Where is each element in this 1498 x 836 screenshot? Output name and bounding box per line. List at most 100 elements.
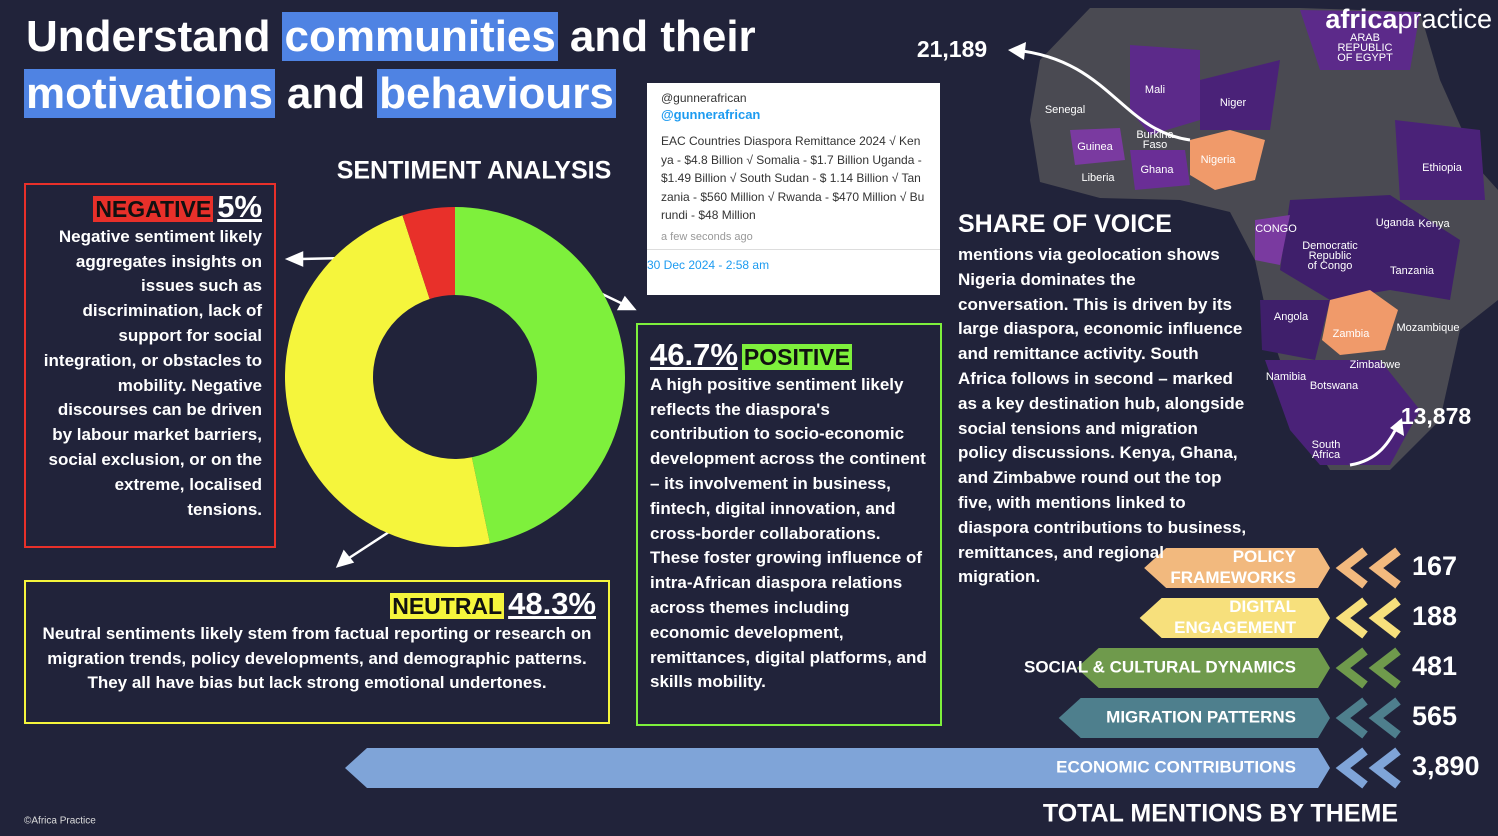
country-label: Nigeria bbox=[1201, 154, 1237, 166]
pointer bbox=[345, 528, 393, 562]
country-label: REPUBLIC bbox=[1337, 42, 1392, 54]
theme-name: MIGRATION PATTERNS bbox=[1106, 707, 1296, 726]
tweet-link[interactable]: @gunnerafrican bbox=[661, 107, 761, 122]
arrow-head bbox=[335, 549, 355, 568]
brand-part: practice bbox=[1397, 4, 1492, 34]
region bbox=[1130, 45, 1200, 135]
region bbox=[1190, 130, 1265, 190]
tweet-handle: @gunnerafrican bbox=[661, 91, 747, 105]
theme-value: 481 bbox=[1412, 651, 1457, 681]
region bbox=[1260, 300, 1330, 360]
chevron bbox=[1368, 547, 1401, 589]
theme-name: SOCIAL & CULTURAL DYNAMICS bbox=[1024, 657, 1296, 676]
title-part: and bbox=[286, 69, 366, 118]
sentiment-text: Neutral sentiments likely stem from fact… bbox=[42, 623, 592, 693]
region bbox=[1280, 195, 1460, 300]
region bbox=[1322, 290, 1398, 355]
section-title: SENTIMENT ANALYSIS bbox=[337, 157, 612, 185]
section-title: TOTAL MENTIONS BY THEME bbox=[1043, 800, 1398, 828]
arrow-head bbox=[1008, 42, 1026, 60]
country-label: Democratic bbox=[1302, 240, 1358, 252]
sentiment-value: 48.3% bbox=[508, 586, 596, 621]
negative-box: NEGATIVE 5% Negative sentiment likely agg… bbox=[24, 183, 276, 548]
chevron bbox=[1335, 747, 1368, 789]
title-part: motivations bbox=[24, 69, 275, 118]
sentiment-text: Negative sentiment likely aggregates ins… bbox=[43, 226, 262, 519]
country-label: Ethiopia bbox=[1422, 162, 1463, 174]
country-label: ARAB bbox=[1350, 32, 1380, 44]
country-label: Kenya bbox=[1418, 218, 1450, 230]
theme-bar bbox=[1076, 648, 1330, 688]
positive-box: 46.7% POSITIVE A high positive sentiment … bbox=[636, 323, 942, 726]
country-label: Botswana bbox=[1310, 380, 1359, 392]
title-part: Understand bbox=[26, 12, 271, 61]
sentiment-value: 5% bbox=[217, 189, 262, 224]
donut-segment bbox=[402, 207, 455, 300]
chevron bbox=[1368, 697, 1401, 739]
region bbox=[1130, 150, 1190, 190]
share-text: mentions via geolocation shows Nigeria d… bbox=[958, 245, 1247, 587]
country-label: Senegal bbox=[1045, 104, 1085, 116]
region bbox=[1395, 120, 1485, 200]
country-label: CONGO bbox=[1255, 223, 1297, 235]
region bbox=[1200, 60, 1280, 130]
country-label: Burkina bbox=[1136, 129, 1174, 141]
country-label: Angola bbox=[1274, 311, 1309, 323]
arrow-head bbox=[1390, 418, 1404, 436]
tweet-date[interactable]: 30 Dec 2024 - 2:58 am bbox=[647, 248, 940, 280]
arrow-head bbox=[616, 295, 637, 311]
callout-value: 21,189 bbox=[917, 36, 987, 62]
country-label: Niger bbox=[1220, 97, 1247, 109]
title-part: communities bbox=[282, 12, 558, 61]
map bbox=[1008, 8, 1498, 470]
chevron bbox=[1368, 647, 1401, 689]
region bbox=[1070, 128, 1125, 165]
donut-segment bbox=[284, 215, 490, 548]
sentiment-name: NEUTRAL bbox=[390, 593, 505, 619]
title: Understand communities and their motivation… bbox=[24, 8, 768, 122]
callout-arrow bbox=[1014, 48, 1191, 142]
theme-name: FRAMEWORKS bbox=[1170, 568, 1296, 587]
theme-bar bbox=[345, 748, 1330, 788]
brand-part: africa bbox=[1325, 4, 1398, 34]
chevron bbox=[1368, 747, 1401, 789]
sentiment-name: NEGATIVE bbox=[93, 196, 214, 222]
theme-bar bbox=[1058, 698, 1330, 738]
tweet-card: @gunnerafrican @gunnerafrican EAC Countr… bbox=[647, 83, 940, 295]
country-label: Guinea bbox=[1077, 141, 1113, 153]
country-label: Zimbabwe bbox=[1350, 359, 1401, 371]
country-label: Tanzania bbox=[1390, 265, 1435, 277]
country-label: Republic bbox=[1309, 250, 1352, 262]
theme-value: 3,890 bbox=[1412, 751, 1480, 781]
sentiment-value: 46.7% bbox=[650, 337, 738, 372]
brand: africapractice bbox=[1325, 4, 1492, 35]
country-label: of Congo bbox=[1308, 260, 1353, 272]
donut-segment bbox=[455, 207, 625, 544]
region bbox=[1300, 10, 1420, 70]
title-line: motivations and behaviours bbox=[24, 65, 768, 122]
theme-value: 565 bbox=[1412, 701, 1457, 731]
country-label: Mozambique bbox=[1397, 322, 1460, 334]
country-label: Namibia bbox=[1266, 371, 1307, 383]
country-label: South bbox=[1312, 439, 1341, 451]
callout-value: 13,878 bbox=[1401, 403, 1472, 429]
arrow-head bbox=[284, 251, 304, 267]
chevron bbox=[1335, 597, 1368, 639]
sentiment-text: A high positive sentiment likely reflect… bbox=[650, 374, 927, 692]
country-label: Uganda bbox=[1376, 217, 1415, 229]
footer: ©Africa Practice bbox=[24, 816, 96, 827]
chevron bbox=[1335, 647, 1368, 689]
chevron bbox=[1368, 597, 1401, 639]
theme-name: ENGAGEMENT bbox=[1174, 618, 1296, 637]
tweet-text: EAC Countries Diaspora Remittance 2024 √… bbox=[661, 134, 925, 222]
country-label: Ghana bbox=[1140, 164, 1174, 176]
country-label: OF EGYPT bbox=[1337, 52, 1393, 64]
theme-value: 188 bbox=[1412, 601, 1457, 631]
theme-value: 167 bbox=[1412, 551, 1457, 581]
country-label: Liberia bbox=[1081, 172, 1115, 184]
section-title: SHARE OF VOICE bbox=[958, 210, 1172, 238]
country-label: Mali bbox=[1145, 84, 1165, 96]
country-label: Faso bbox=[1143, 139, 1167, 151]
